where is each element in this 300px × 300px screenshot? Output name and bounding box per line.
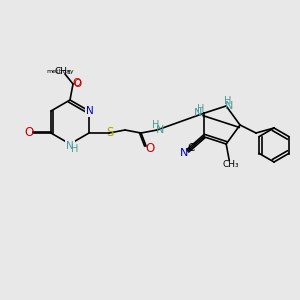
- Text: CH₃: CH₃: [55, 67, 71, 76]
- Text: H: H: [224, 96, 232, 106]
- Text: S: S: [106, 125, 114, 139]
- Text: H: H: [152, 120, 160, 130]
- Text: H: H: [197, 104, 205, 114]
- Text: N: N: [66, 141, 74, 151]
- Text: CH₃: CH₃: [223, 160, 239, 169]
- Text: O: O: [24, 127, 34, 140]
- Text: N: N: [225, 101, 233, 111]
- Text: C: C: [187, 143, 194, 153]
- Text: O: O: [73, 79, 81, 89]
- Text: N: N: [156, 125, 164, 135]
- Text: O: O: [146, 142, 155, 154]
- Text: H: H: [71, 144, 79, 154]
- Text: N: N: [86, 106, 94, 116]
- Text: N: N: [180, 148, 188, 158]
- Text: O: O: [73, 78, 81, 88]
- Text: N: N: [194, 108, 202, 118]
- Text: methoxy: methoxy: [46, 70, 74, 74]
